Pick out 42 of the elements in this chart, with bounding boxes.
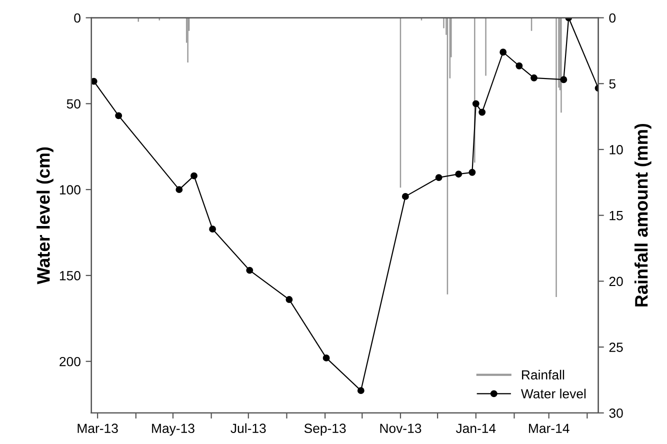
point — [468, 168, 476, 176]
point — [322, 354, 330, 362]
point — [209, 226, 216, 233]
x-tick-label: Mar-14 — [529, 424, 570, 434]
point — [91, 78, 98, 85]
point — [286, 296, 293, 303]
y-axis-title: Water level (cm) — [36, 147, 54, 284]
point — [190, 172, 198, 180]
y2-tick-label: 5 — [609, 79, 616, 89]
y-tick-label: 200 — [60, 356, 80, 366]
point — [115, 112, 122, 120]
y-tick-label: 100 — [60, 185, 80, 194]
legend-label: Rainfall — [522, 370, 564, 380]
x-tick-label: Sep-13 — [304, 424, 346, 436]
y-tick-label: 0 — [74, 13, 80, 23]
x-tick-label: Mar-13 — [78, 424, 118, 434]
point — [516, 62, 523, 70]
point — [500, 48, 507, 56]
y-tick-label: 150 — [60, 271, 80, 280]
point — [530, 74, 538, 82]
point — [560, 76, 568, 84]
y2-tick-label: 25 — [609, 342, 623, 352]
point — [455, 170, 462, 178]
point — [435, 174, 442, 182]
x-tick-label: Jul-13 — [230, 423, 266, 434]
x-tick-label: Jan-14 — [456, 424, 496, 434]
y-tick-label: 50 — [66, 99, 80, 109]
y2-tick-label: 30 — [609, 408, 623, 418]
y2-axis-title: Rainfall amount (mm) — [634, 124, 652, 306]
y2-tick-label: 15 — [610, 211, 623, 220]
point — [246, 266, 254, 274]
x-tick-label: May-13 — [152, 424, 194, 436]
x-tick-label: Nov-13 — [380, 424, 422, 434]
y2-tick-label: 0 — [609, 13, 616, 23]
point — [357, 387, 364, 394]
y2-tick-label: 10 — [610, 145, 623, 154]
point — [176, 186, 183, 194]
point — [472, 100, 480, 108]
point — [402, 192, 409, 200]
point — [478, 108, 486, 116]
legend-label: Water level — [520, 388, 586, 398]
y2-tick-label: 20 — [609, 276, 623, 286]
